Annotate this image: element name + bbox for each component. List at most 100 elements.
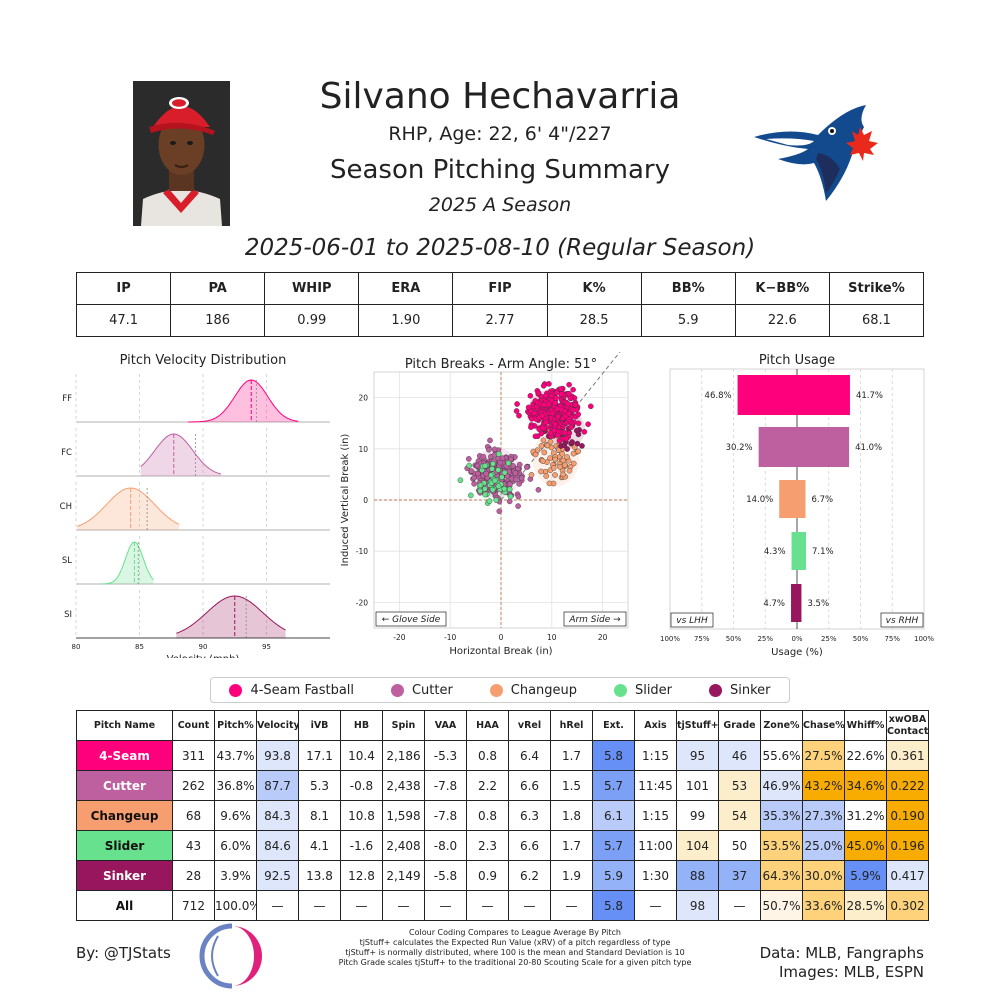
legend-label: Cutter xyxy=(411,682,453,698)
pitch-metric-cell: 98 xyxy=(676,890,719,921)
table-row: Changeup 68 9.6% 84.3 8.1 10.8 1,598 -7.8 0.8 6.3… xyxy=(76,800,929,831)
break-point-4-seam xyxy=(547,430,554,436)
usage-bar-rhh-sinker xyxy=(797,584,802,622)
pitch-break-chart: Pitch Breaks - Arm Angle: 51° -20 -10 0 10 20… xyxy=(340,352,629,657)
arm-side-label: Arm Side → xyxy=(568,615,621,625)
pitch-metric-cell: — xyxy=(424,890,467,921)
glove-side-label: ← Glove Side xyxy=(382,615,441,625)
usage-bar-rhh-changeup xyxy=(797,480,806,518)
pitch-metric-cell: 1.7 xyxy=(550,830,593,861)
pitch-col-header: Zone% xyxy=(760,710,803,741)
break-point-4-seam xyxy=(549,410,556,417)
break-point-slider xyxy=(506,486,513,493)
break-point-changeup xyxy=(570,450,577,457)
usage-label-rhh: 41.0% xyxy=(855,443,882,453)
pitch-metric-cell: 95 xyxy=(676,740,719,771)
break-point-changeup xyxy=(539,458,546,464)
usage-tick-label: 100% xyxy=(660,635,680,643)
break-point-4-seam xyxy=(540,382,547,389)
pitch-metric-cell: 54 xyxy=(718,800,761,831)
velocity-density-line-ff xyxy=(187,379,299,423)
pitch-metric-cell: 34.6% xyxy=(844,770,887,801)
velocity-tick-label: 85 xyxy=(135,643,144,651)
pitch-metric-cell: — xyxy=(634,890,677,921)
break-point-slider xyxy=(482,463,488,469)
pitch-legend: 4-Seam Fastball Cutter Changeup Slider S… xyxy=(210,677,790,703)
table-row: Slider 43 6.0% 84.6 4.1 -1.6 2,408 -8.0 2.3 6.6 1.… xyxy=(76,830,929,861)
break-point-sinker xyxy=(564,446,570,452)
break-point-slider xyxy=(489,466,495,472)
pitch-metric-cell: 8.1 xyxy=(298,800,341,831)
pitch-metric-cell: -5.8 xyxy=(424,860,467,891)
break-point-4-seam xyxy=(546,381,552,387)
break-point-changeup xyxy=(546,480,553,487)
pitch-metric-cell: 92.5 xyxy=(256,860,299,891)
pitch-metric-cell: 84.3 xyxy=(256,800,299,831)
break-point-changeup xyxy=(540,437,547,444)
usage-chart-title: Pitch Usage xyxy=(759,353,835,368)
break-point-changeup xyxy=(547,455,553,461)
pitch-metric-cell: -1.6 xyxy=(340,830,383,861)
pitch-metric-cell: 1.5 xyxy=(550,770,593,801)
break-point-slider xyxy=(505,460,512,466)
pitch-name-cell: Slider xyxy=(76,830,173,861)
pitch-name-cell: Changeup xyxy=(76,800,173,831)
pitch-metric-cell: 1:30 xyxy=(634,860,677,891)
pitch-metric-cell: 5.7 xyxy=(592,770,635,801)
pitch-metric-cell: — xyxy=(508,890,551,921)
break-point-4-seam xyxy=(566,416,572,423)
pitch-metric-cell: 2,438 xyxy=(382,770,425,801)
pitch-metric-cell: 45.0% xyxy=(844,830,887,861)
pitch-metric-cell: 712 xyxy=(172,890,215,921)
pitch-metric-cell: 0.302 xyxy=(886,890,929,921)
break-point-slider xyxy=(495,467,501,473)
velocity-density-line-sl xyxy=(101,541,154,585)
stat-header: Strike% xyxy=(828,272,925,305)
usage-bar-rhh-4-seam xyxy=(797,375,850,415)
pitch-metric-cell: 5.7 xyxy=(592,830,635,861)
pitch-metric-cell: 33.6% xyxy=(802,890,845,921)
pitch-metric-cell: 6.0% xyxy=(214,830,257,861)
source-images: Images: MLB, ESPN xyxy=(778,963,924,981)
break-point-slider xyxy=(486,498,493,504)
pitch-metric-cell: 5.9 xyxy=(592,860,635,891)
break-point-changeup xyxy=(538,443,545,449)
break-point-slider xyxy=(467,492,474,499)
velocity-row-label: SI xyxy=(64,610,72,620)
pitch-col-header: Axis xyxy=(634,710,677,741)
pitch-metric-cell: 6.3 xyxy=(508,800,551,831)
legend-dot xyxy=(708,683,722,697)
pitch-metric-cell: 2,186 xyxy=(382,740,425,771)
legend-label: Changeup xyxy=(510,682,578,698)
legend-label: Sinker xyxy=(729,682,771,698)
pitch-col-header: Spin xyxy=(382,710,425,741)
break-point-slider xyxy=(488,472,494,478)
break-point-4-seam xyxy=(552,421,558,428)
pitch-name-cell: All xyxy=(76,890,173,921)
legend-item-slider: Slider xyxy=(613,683,672,698)
pitch-metric-cell: 13.8 xyxy=(298,860,341,891)
break-point-4-seam xyxy=(539,412,545,419)
usage-tick-label: 0% xyxy=(791,635,802,643)
usage-label-lhh: 14.0% xyxy=(746,495,773,505)
break-point-slider xyxy=(457,477,464,483)
break-point-cutter xyxy=(486,447,492,453)
break-point-changeup xyxy=(557,464,563,470)
arm-side-box xyxy=(563,611,627,627)
pitch-metric-cell: 2.3 xyxy=(466,830,509,861)
break-point-4-seam xyxy=(531,410,537,417)
velocity-density-sl xyxy=(101,542,154,584)
velocity-tick-label: 95 xyxy=(262,643,271,651)
usage-bar-lhh-slider xyxy=(791,532,797,570)
break-point-4-seam xyxy=(554,389,560,396)
break-point-slider xyxy=(501,485,508,492)
pitch-col-header: tjStuff+ xyxy=(676,710,719,741)
table-row: 4-Seam 311 43.7% 93.8 17.1 10.4 2,186 -5.3 0.8 6.… xyxy=(76,740,929,771)
break-point-cutter xyxy=(497,459,504,466)
usage-bar-rhh-cutter xyxy=(797,427,850,467)
table-row: All 712 100.0% — — — — — — — —5.8—98—50.7% 33.6% 28.… xyxy=(76,890,929,921)
break-point-cutter xyxy=(523,464,530,470)
legend-label: 4-Seam Fastball xyxy=(250,682,355,698)
break-point-changeup xyxy=(550,465,557,471)
pitch-metric-cell: 104 xyxy=(676,830,719,861)
